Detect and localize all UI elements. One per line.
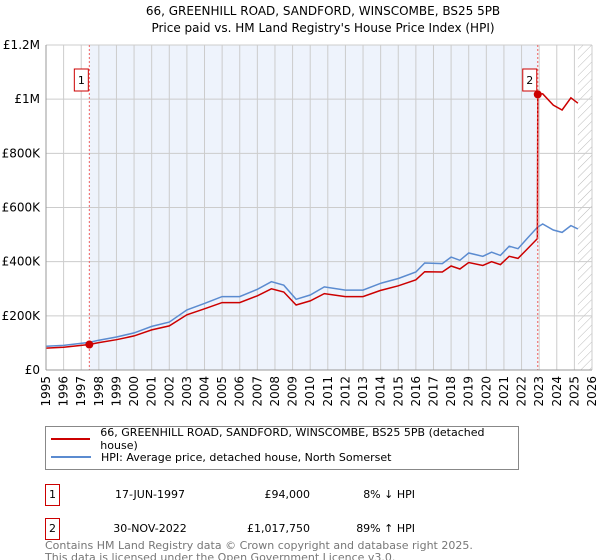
red-line-swatch (51, 438, 91, 440)
x-tick-label: 2003 (180, 376, 194, 407)
x-tick-label: 2013 (356, 376, 370, 407)
chart-legend: 66, GREENHILL ROAD, SANDFORD, WINSCOMBE,… (45, 426, 519, 470)
x-tick-label: 2011 (321, 376, 335, 407)
legend-label-hpi: HPI: Average price, detached house, Nort… (101, 450, 392, 464)
x-tick-label: 2005 (215, 376, 229, 407)
y-tick-label: £1M (14, 92, 40, 106)
x-tick-label: 2018 (444, 376, 458, 407)
sale-marker-box (73, 68, 89, 92)
sale-hpi-diff: 8% ↓ HPI (363, 488, 415, 501)
x-tick-label: 2016 (409, 376, 423, 407)
x-tick-label: 2012 (338, 376, 352, 407)
y-tick-label: £200K (2, 309, 42, 323)
x-tick-label: 1997 (74, 376, 88, 407)
x-tick-label: 2024 (550, 376, 564, 407)
x-tick-label: 2007 (250, 376, 264, 407)
x-tick-label: 2017 (426, 376, 440, 407)
attribution-line-2: This data is licensed under the Open Gov… (45, 551, 396, 560)
x-tick-label: 2001 (145, 376, 159, 407)
sale-marker-label: 1 (78, 74, 85, 87)
x-tick-label: 2015 (391, 376, 405, 407)
sale-date: 17-JUN-1997 (114, 488, 186, 501)
price-chart: 66, GREENHILL ROAD, SANDFORD, WINSCOMBE,… (2, 4, 599, 407)
x-tick-label: 2023 (532, 376, 546, 407)
x-tick-label: 2010 (303, 376, 317, 407)
y-tick-label: £0 (25, 363, 40, 377)
y-tick-label: £800K (2, 146, 42, 160)
x-tick-label: 1995 (39, 376, 53, 407)
sale-marker-label: 2 (526, 74, 533, 87)
sale-price: £1,017,750 (247, 522, 310, 535)
sale-marker-box (522, 68, 538, 92)
attribution: Contains HM Land Registry data © Crown c… (45, 540, 473, 560)
sale-hpi-diff: 89% ↑ HPI (356, 522, 415, 535)
sale-row-1: 1 17-JUN-1997 £94,000 8% ↓ HPI (45, 484, 445, 506)
x-tick-label: 2006 (233, 376, 247, 407)
legend-label-property: 66, GREENHILL ROAD, SANDFORD, WINSCOMBE,… (100, 426, 485, 452)
x-tick-label: 2022 (515, 376, 529, 407)
x-tick-label: 2014 (374, 376, 388, 407)
x-tick-label: 2021 (497, 376, 511, 407)
sale-point (533, 90, 542, 99)
x-tick-label: 2004 (198, 376, 212, 407)
x-tick-label: 2019 (462, 376, 476, 407)
y-tick-label: £600K (2, 201, 42, 215)
legend-item-property: 66, GREENHILL ROAD, SANDFORD, WINSCOMBE,… (51, 426, 518, 452)
sale-marker-badge: 1 (45, 484, 60, 506)
chart-title: 66, GREENHILL ROAD, SANDFORD, WINSCOMBE,… (146, 4, 500, 18)
x-tick-label: 2020 (479, 376, 493, 407)
x-tick-label: 1999 (109, 376, 123, 407)
y-tick-label: £400K (2, 255, 42, 269)
x-tick-label: 2009 (286, 376, 300, 407)
sale-row-2: 2 30-NOV-2022 £1,017,750 89% ↑ HPI (45, 518, 445, 540)
sale-price: £94,000 (264, 488, 311, 501)
x-tick-label: 1996 (57, 376, 71, 407)
property-price-line (45, 93, 579, 349)
x-tick-label: 2002 (162, 376, 176, 407)
x-tick-label: 2026 (585, 376, 599, 407)
legend-item-hpi: HPI: Average price, detached house, Nort… (51, 449, 391, 465)
blue-line-swatch (51, 456, 91, 458)
x-tick-label: 1998 (92, 376, 106, 407)
x-tick-label: 2025 (567, 376, 581, 407)
hpi-line (45, 223, 579, 347)
y-tick-label: £1.2M (3, 38, 40, 52)
x-tick-label: 2000 (127, 376, 141, 407)
sale-date: 30-NOV-2022 (113, 522, 187, 535)
attribution-line-1: Contains HM Land Registry data © Crown c… (45, 539, 473, 552)
sale-marker-badge: 2 (45, 518, 60, 540)
sale-point (85, 340, 94, 349)
chart-subtitle: Price paid vs. HM Land Registry's House … (151, 21, 494, 35)
x-tick-label: 2008 (268, 376, 282, 407)
